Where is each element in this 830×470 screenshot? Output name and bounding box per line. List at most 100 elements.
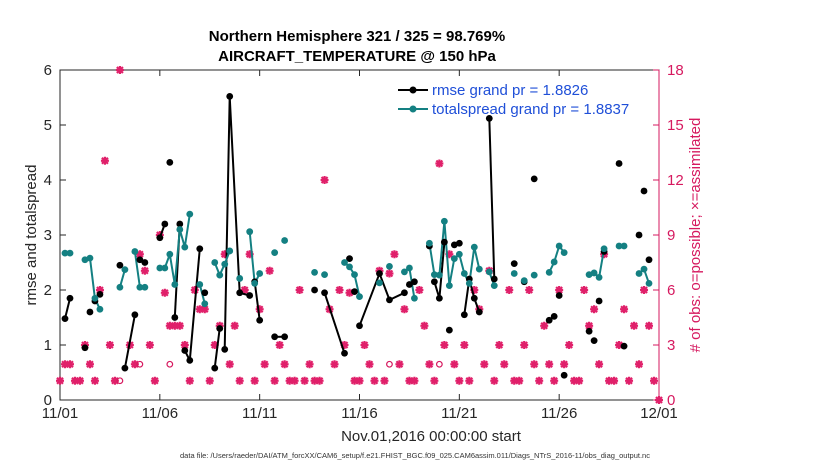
- data-point-totalspread: [470, 243, 478, 251]
- data-point-rmse: [161, 220, 169, 228]
- data-point-totalspread: [181, 243, 189, 251]
- data-point-rmse: [141, 259, 149, 266]
- data-point-totalspread: [376, 279, 383, 287]
- obs-assimilated-marker: [180, 341, 189, 349]
- data-point-rmse: [490, 275, 498, 283]
- y-tick-label: 0: [44, 392, 52, 409]
- data-point-rmse: [440, 238, 448, 246]
- data-point-rmse: [406, 281, 413, 288]
- y-tick-label: 4: [44, 172, 52, 189]
- obs-assimilated-marker: [640, 286, 649, 294]
- obs-assimilated-marker: [150, 376, 159, 385]
- y-tick-label: 2: [44, 282, 52, 299]
- obs-assimilated-marker: [90, 376, 99, 385]
- obs-assimilated-marker: [635, 360, 644, 369]
- obs-assimilated-marker: [235, 376, 244, 385]
- obs-assimilated-marker: [480, 360, 489, 369]
- data-point-totalspread: [86, 254, 94, 262]
- obs-assimilated-marker: [110, 376, 119, 385]
- data-point-rmse: [116, 261, 124, 269]
- obs-assimilated-marker: [630, 321, 639, 330]
- data-point-totalspread: [141, 283, 149, 291]
- y-right-tick-label: 3: [667, 337, 675, 354]
- data-point-totalspread: [116, 283, 124, 291]
- obs-assimilated-marker: [540, 321, 549, 330]
- obs-assimilated-marker: [380, 376, 389, 385]
- data-point-totalspread: [346, 263, 353, 271]
- data-point-totalspread: [485, 268, 493, 276]
- y-axis-label: rmse and totalspread: [23, 165, 40, 306]
- obs-assimilated-marker: [425, 360, 434, 369]
- data-point-totalspread: [271, 249, 279, 256]
- data-point-totalspread: [430, 271, 438, 278]
- x-tick-label: 11/21: [441, 405, 477, 422]
- data-point-rmse: [595, 297, 603, 305]
- obs-assimilated-marker: [300, 376, 309, 385]
- obs-assimilated-marker: [260, 360, 269, 369]
- obs-assimilated-marker: [360, 341, 369, 349]
- data-point-totalspread: [465, 280, 473, 287]
- legend-rmse-marker: [409, 86, 417, 94]
- x-tick-label: 11/11: [242, 405, 277, 422]
- data-point-totalspread: [645, 280, 653, 287]
- obs-assimilated-marker: [430, 376, 439, 385]
- data-point-totalspread: [640, 265, 648, 273]
- obs-assimilated-marker: [75, 376, 84, 385]
- obs-assimilated-marker: [370, 376, 379, 385]
- data-point-totalspread: [425, 239, 433, 247]
- data-point-rmse: [66, 294, 74, 302]
- data-point-totalspread: [281, 237, 289, 244]
- obs-assimilated-marker: [275, 341, 284, 349]
- data-point-rmse: [256, 316, 264, 324]
- data-point-rmse: [555, 292, 563, 299]
- data-point-rmse: [460, 311, 468, 319]
- obs-assimilated-marker: [160, 288, 169, 297]
- legend-rmse-label: rmse grand pr = 1.8826: [432, 82, 588, 99]
- data-point-totalspread: [450, 255, 458, 263]
- obs-assimilated-marker: [550, 376, 559, 385]
- data-point-rmse: [221, 346, 229, 353]
- obs-assimilated-marker: [320, 176, 329, 184]
- data-point-rmse: [96, 291, 104, 298]
- obs-assimilated-marker: [505, 286, 514, 294]
- obs-assimilated-marker: [455, 376, 464, 385]
- data-point-rmse: [196, 245, 204, 253]
- data-point-totalspread: [61, 249, 69, 257]
- series-line-rmse: [463, 278, 481, 315]
- data-point-totalspread: [615, 242, 623, 250]
- obs-assimilated-marker: [265, 266, 274, 275]
- x-tick-label: 11/26: [541, 405, 577, 422]
- obs-assimilated-marker: [270, 376, 279, 385]
- series-line-totalspread: [548, 243, 565, 273]
- y-tick-label: 3: [44, 227, 52, 244]
- x-tick-label: 11/01: [42, 405, 78, 422]
- obs-assimilated-marker: [56, 376, 64, 385]
- obs-assimilated-marker: [545, 360, 554, 369]
- data-point-rmse: [560, 371, 568, 379]
- data-point-rmse: [346, 255, 353, 263]
- obs-assimilated-marker: [620, 305, 629, 314]
- data-point-totalspread: [201, 300, 209, 308]
- data-point-totalspread: [560, 249, 568, 256]
- x-tick-label: 12/01: [640, 405, 678, 422]
- obs-assimilated-marker: [385, 269, 394, 278]
- obs-assimilated-marker: [575, 376, 584, 385]
- obs-assimilated-marker: [250, 376, 259, 385]
- obs-assimilated-marker: [625, 376, 634, 385]
- y-right-tick-label: 0: [667, 392, 675, 409]
- data-point-rmse: [470, 294, 478, 302]
- data-point-totalspread: [555, 242, 563, 250]
- data-point-totalspread: [246, 228, 254, 236]
- data-point-totalspread: [550, 258, 558, 266]
- obs-assimilated-marker: [65, 360, 74, 369]
- y-right-tick-label: 18: [667, 62, 684, 79]
- obs-assimilated-marker: [175, 321, 184, 330]
- data-point-totalspread: [475, 265, 483, 273]
- series-line-totalspread: [213, 250, 231, 278]
- obs-assimilated-marker: [580, 286, 589, 294]
- data-point-rmse: [121, 364, 129, 372]
- data-point-rmse: [216, 325, 224, 332]
- data-point-rmse: [236, 289, 244, 297]
- data-point-rmse: [615, 160, 623, 167]
- data-point-rmse: [645, 256, 653, 264]
